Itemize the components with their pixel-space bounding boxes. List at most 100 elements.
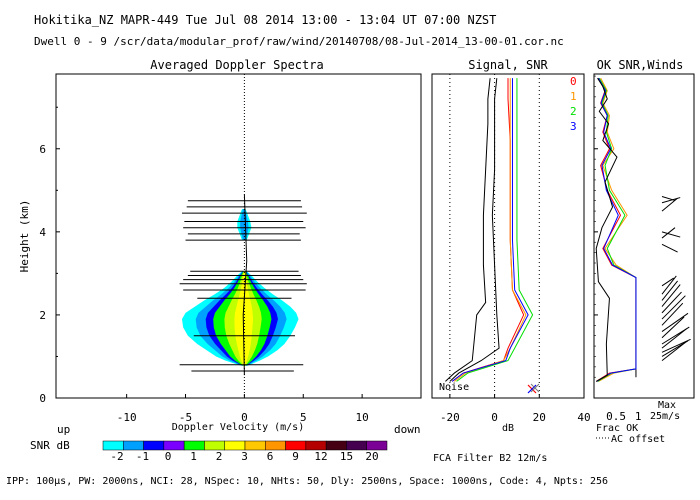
spectra-title: Averaged Doppler Spectra — [150, 58, 323, 72]
signal-x-label: dB — [502, 423, 514, 434]
colorbar-swatch — [265, 440, 286, 451]
frac-ok-channel-2 — [597, 77, 637, 382]
radar-parameters: IPP: 100µs, PW: 2000ns, NCI: 28, NSpec: … — [6, 476, 608, 487]
colorbar-tick-label: 9 — [292, 450, 299, 463]
x-tick-label: 20 — [533, 411, 546, 424]
colorbar-tick-label: 6 — [267, 450, 274, 463]
frac-ok-channel-3 — [596, 77, 637, 382]
colorbar-tick-label: 0 — [165, 450, 172, 463]
snr-colorbar-ticks: -2 -1 0 1 2 3 6 9 12 15 20 — [110, 450, 378, 463]
signal-title: Signal, SNR — [468, 58, 548, 72]
filter-label: FCA Filter B2 12m/s — [433, 453, 547, 464]
colorbar-swatch — [102, 440, 124, 451]
colorbar-swatch — [244, 440, 266, 451]
colorbar-swatch — [325, 440, 347, 451]
frac-ok-x-ticks: 0.5 1 — [606, 410, 641, 423]
signal-frame — [431, 73, 585, 399]
frac-ok-line — [595, 77, 618, 382]
signal-series-ch3 — [451, 78, 529, 382]
snr-colorbar — [102, 440, 388, 451]
colorbar-tick-label: 1 — [190, 450, 197, 463]
x-tick-label: -20 — [440, 411, 460, 424]
colorbar-swatch — [143, 440, 165, 451]
noise-marker-x — [527, 383, 540, 394]
colorbar-tick-label: 3 — [241, 450, 248, 463]
signal-series-ch2 — [456, 78, 534, 382]
legend-channel-0: 0 — [570, 75, 577, 88]
colorbar-swatch — [183, 440, 205, 451]
colorbar-tick-label: -1 — [136, 450, 149, 463]
winds-title: OK SNR,Winds — [597, 58, 684, 72]
wind-vector — [661, 295, 686, 320]
wind-vector — [661, 243, 678, 253]
noise-label: Noise — [439, 382, 469, 393]
y-tick-label: 4 — [39, 226, 46, 239]
wind-vector — [661, 342, 686, 362]
legend-channel-1: 1 — [570, 90, 577, 103]
x-tick-label: 1 — [635, 410, 642, 423]
wind-vector — [661, 284, 681, 307]
wind-vector — [661, 340, 689, 357]
x-tick-label: 0.5 — [606, 410, 626, 423]
ac-offset-label: AC offset — [611, 434, 665, 445]
dwell-info: Dwell 0 - 9 /scr/data/modular_prof/raw/w… — [34, 35, 564, 48]
signal-series — [445, 78, 534, 382]
x-tick-label: -5 — [179, 411, 192, 424]
x-tick-label: 0 — [491, 411, 498, 424]
colorbar-tick-label: 2 — [216, 450, 223, 463]
up-label: up — [57, 423, 70, 436]
signal-x-ticks: -20 0 20 40 — [440, 394, 591, 424]
wind-vector — [661, 280, 678, 301]
x-tick-label: 10 — [356, 411, 369, 424]
wind-vector — [661, 326, 690, 345]
winds-frame — [593, 73, 695, 399]
y-tick-label: 6 — [39, 143, 46, 156]
x-tick-label: 5 — [300, 411, 307, 424]
spectra-frame — [55, 73, 422, 399]
colorbar-tick-label: 15 — [340, 450, 353, 463]
wind-vector — [661, 227, 676, 239]
wind-vector — [661, 316, 685, 339]
down-label: down — [394, 423, 421, 436]
winds-max-value: 25m/s — [650, 411, 680, 422]
colorbar-tick-label: 12 — [314, 450, 327, 463]
colorbar-label: SNR dB — [30, 439, 70, 452]
wind-vector — [661, 231, 681, 238]
legend-channel-2: 2 — [570, 105, 577, 118]
figure-title: Hokitika_NZ MAPR-449 Tue Jul 08 2014 13:… — [34, 13, 496, 27]
colorbar-swatch — [305, 440, 327, 451]
legend-channel-3: 3 — [570, 120, 577, 133]
x-tick-label: -10 — [117, 411, 137, 424]
colorbar-swatch — [366, 440, 388, 451]
channel-legend: 0 1 2 3 — [570, 75, 577, 133]
colorbar-swatch — [224, 440, 246, 451]
wind-vector — [661, 277, 674, 287]
wind-vector — [661, 196, 676, 201]
x-tick-label: 0 — [241, 411, 248, 424]
spectra-x-ticks: -10 -5 0 5 10 — [117, 394, 369, 424]
wind-barbs — [661, 196, 691, 362]
frac-ok-label: Frac OK — [596, 423, 638, 434]
wind-vector — [661, 302, 684, 326]
signal-series-signal_left — [445, 78, 491, 382]
colorbar-swatch — [123, 440, 144, 451]
x-tick-label: 40 — [577, 411, 590, 424]
colorbar-swatch — [346, 440, 367, 451]
y-tick-label: 2 — [39, 309, 46, 322]
winds-max-label: Max — [658, 400, 676, 411]
winds-y-ticks — [594, 75, 598, 399]
spectra-y-ticks: 0 2 4 6 — [39, 106, 60, 405]
frac-ok-series — [595, 77, 637, 382]
colorbar-swatch — [204, 440, 225, 451]
wind-vector — [661, 291, 682, 314]
spectra-contours — [181, 209, 299, 366]
frac-ok-channel-0 — [595, 77, 637, 382]
y-tick-label: 0 — [39, 392, 46, 405]
colorbar-tick-label: 20 — [365, 450, 378, 463]
colorbar-swatch — [285, 440, 307, 451]
colorbar-tick-label: -2 — [110, 450, 123, 463]
spectra-y-label: Height (km) — [18, 200, 31, 273]
wind-vector — [661, 197, 681, 204]
wind-vector — [661, 328, 688, 349]
wind-vector — [661, 338, 691, 353]
